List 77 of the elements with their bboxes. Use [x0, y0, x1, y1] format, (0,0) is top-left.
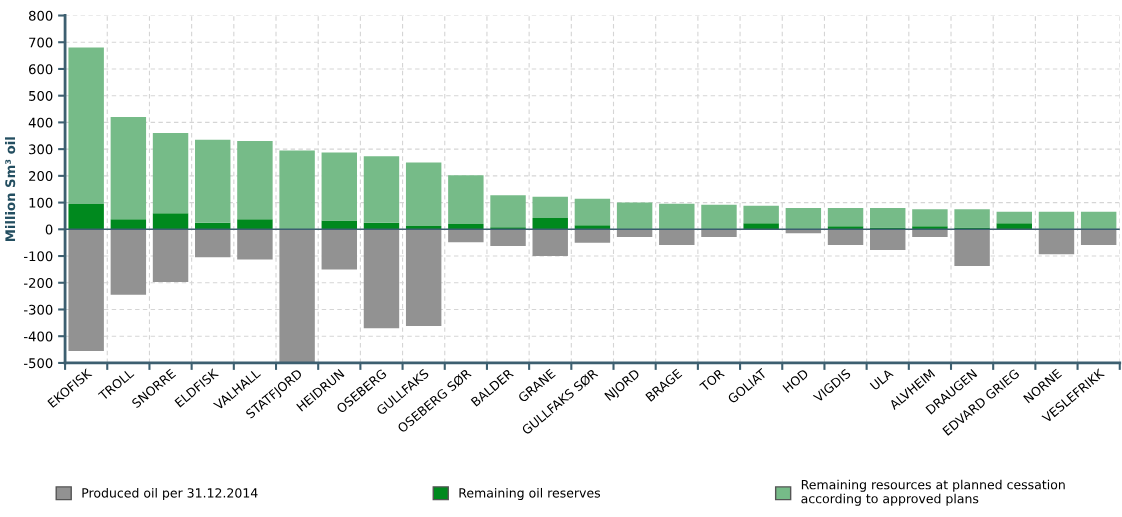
y-tick-label: -400 [23, 331, 53, 342]
bar [659, 229, 695, 246]
y-tick-label: 500 [29, 90, 53, 101]
bar [701, 204, 737, 230]
bar [448, 223, 484, 230]
bar [237, 141, 273, 220]
y-tick-label: -200 [23, 277, 53, 288]
bar [532, 229, 568, 257]
y-tick-label: 600 [29, 64, 53, 75]
bar [405, 229, 442, 327]
bar [1080, 229, 1117, 246]
legend-label: Produced oil per 31.12.2014 [82, 487, 258, 501]
bar [110, 229, 147, 295]
bar [490, 227, 526, 230]
bar [827, 207, 864, 227]
bar [532, 218, 568, 230]
bar [996, 211, 1033, 224]
bar [363, 229, 400, 329]
bar [152, 229, 189, 282]
bar [152, 133, 189, 214]
bar [827, 229, 864, 246]
bar [110, 219, 147, 230]
bar [279, 229, 315, 363]
bar [659, 203, 695, 230]
y-tick-label: 700 [29, 37, 53, 48]
bar [152, 213, 189, 230]
bar [1038, 229, 1075, 255]
legend-label: Remaining resources at planned cessation according to approved plans [801, 479, 1065, 506]
bar [195, 229, 231, 258]
y-tick-label: 0 [45, 224, 53, 235]
bar [448, 175, 484, 224]
bar [405, 226, 442, 230]
y-axis-title: Million Sm³ oil [5, 137, 16, 242]
bar [743, 223, 779, 230]
y-tick-label: -500 [23, 358, 53, 369]
bar [321, 229, 358, 270]
bar [827, 226, 864, 230]
bar [574, 198, 611, 226]
bar [954, 209, 990, 228]
bar [616, 202, 653, 230]
bar [405, 162, 442, 227]
y-tick-label: 200 [29, 171, 53, 182]
legend-label: Remaining oil reserves [459, 487, 601, 501]
bar [743, 205, 779, 224]
bar [532, 196, 568, 219]
bar [490, 229, 526, 246]
bar [110, 117, 147, 220]
y-tick-label: 100 [29, 197, 53, 208]
x-tick-label: TOR [699, 368, 725, 393]
bar [237, 229, 273, 260]
bar [321, 152, 358, 221]
bar [321, 220, 358, 230]
bar [68, 47, 104, 204]
bar [237, 219, 273, 230]
bar [870, 229, 906, 250]
y-tick-label: -100 [23, 251, 53, 262]
bar [996, 223, 1033, 230]
bar [912, 209, 948, 227]
bar [448, 229, 484, 243]
bar [195, 139, 231, 223]
y-tick-label: 400 [28, 117, 53, 128]
bar [912, 226, 948, 230]
y-tick-label: -300 [23, 304, 53, 315]
bar [68, 203, 104, 230]
bar [1080, 211, 1117, 230]
bar [785, 207, 822, 230]
bar [954, 229, 990, 266]
y-tick-label: 300 [29, 144, 53, 155]
bar [870, 207, 906, 228]
bar [1038, 211, 1075, 230]
bar [363, 156, 400, 223]
bar [490, 195, 526, 228]
bar [279, 150, 315, 230]
bar [574, 229, 611, 243]
bar [574, 225, 611, 230]
bar [68, 229, 104, 351]
y-tick-label: 800 [28, 10, 53, 21]
